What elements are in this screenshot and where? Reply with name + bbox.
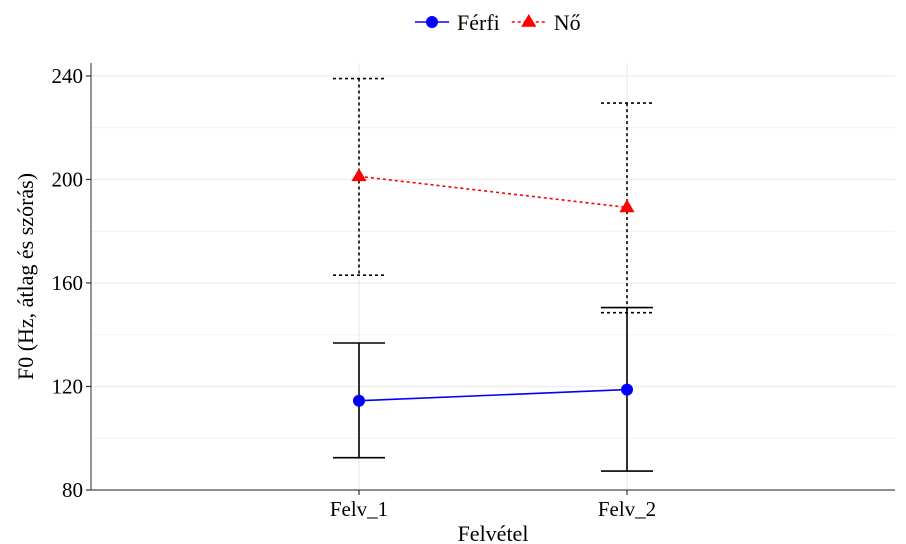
legend-label: Férfi xyxy=(457,10,500,35)
data-point xyxy=(619,199,635,213)
y-tick-label: 120 xyxy=(52,374,84,398)
y-tick-label: 160 xyxy=(52,271,84,295)
legend-key-marker xyxy=(426,16,438,28)
data-point xyxy=(621,383,633,396)
series-layer xyxy=(351,168,635,407)
data-point xyxy=(351,168,367,182)
legend-key-marker xyxy=(521,14,537,27)
data-point xyxy=(353,394,365,407)
y-tick-label: 80 xyxy=(62,478,83,502)
legend-label: Nő xyxy=(554,10,581,35)
tick-layer: 80 120 160 200 240 Felv_1 Felv_2 xyxy=(52,64,657,521)
y-tick-label: 240 xyxy=(52,64,84,88)
series-line-ferfi xyxy=(358,388,628,402)
x-tick-label: Felv_2 xyxy=(598,497,656,521)
legend: Férfi Nő xyxy=(415,10,581,35)
grid-layer xyxy=(91,63,895,491)
y-tick-label: 200 xyxy=(52,167,84,191)
x-axis-title: Felvétel xyxy=(458,521,529,544)
y-axis-title: F0 (Hz, átlag és szórás) xyxy=(13,173,38,380)
errorbar-layer xyxy=(333,77,653,472)
x-tick-label: Felv_1 xyxy=(330,497,388,521)
series-line-no xyxy=(358,175,628,209)
